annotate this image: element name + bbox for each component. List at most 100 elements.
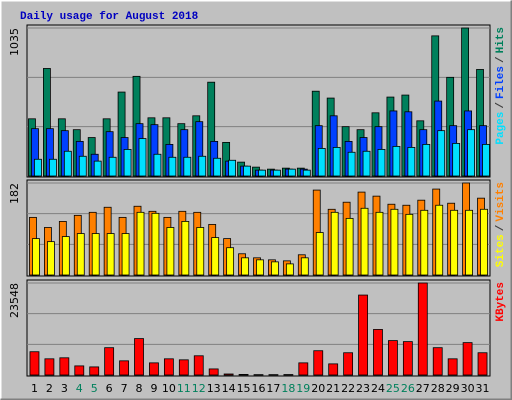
x-tick-label: 31 [476,382,490,395]
legend-entry: KBytes [495,282,507,322]
bar [330,211,339,276]
x-tick-label: 15 [237,382,251,395]
y-tick-label: 23548 [8,283,21,318]
x-tick-label: 30 [461,382,475,395]
x-tick-label: 2 [46,382,53,395]
bar [74,365,85,376]
bar [61,236,70,276]
bar [405,213,414,276]
bar [34,158,42,177]
bar [271,261,279,276]
bar [149,362,159,376]
legend-entry: Hits [495,27,507,53]
bar [358,294,368,376]
x-tick-label: 13 [207,382,221,395]
bar [432,347,443,376]
bar [480,208,488,276]
bar [420,209,429,276]
bar [390,208,399,276]
bar [375,211,384,276]
bar [328,363,339,376]
bar [136,211,145,276]
bar [313,350,324,376]
bar [347,151,356,177]
bar [477,352,488,376]
bar [407,147,416,177]
legend-entry: Sites [495,234,507,267]
bar [437,130,446,177]
x-tick-label: 27 [416,382,430,395]
bar [482,143,490,177]
x-tick-label: 8 [136,382,143,395]
x-tick-label: 19 [296,382,310,395]
bar [447,358,458,376]
bar [183,156,192,177]
x-tick-label: 1 [31,382,38,395]
bar [223,373,234,376]
bar [196,227,205,276]
legend-entry: Visits [495,182,507,222]
bar [104,347,115,376]
bar [198,155,207,177]
y-tick-label: 1035 [8,28,21,56]
bar [93,160,102,177]
bar [462,342,473,376]
bar [422,143,431,177]
bar [332,147,341,177]
x-tick-label: 21 [326,382,340,395]
bar [450,209,459,276]
bar [388,340,398,376]
bar [29,351,40,376]
bar [138,138,147,177]
bar [163,358,174,376]
x-tick-label: 20 [311,382,325,395]
x-tick-label: 11 [177,382,191,395]
bar [193,355,204,376]
x-tick-label: 12 [192,382,206,395]
x-tick-label: 6 [106,382,113,395]
bar [392,145,401,177]
legend: Sites / Visits [495,182,507,267]
bar [59,357,70,376]
x-tick-label: 18 [281,382,295,395]
bar [123,149,132,177]
bar [452,142,461,177]
chart-title: Daily usage for August 2018 [20,11,199,23]
bar [373,329,383,376]
x-tick-label: 16 [252,382,266,395]
bar [343,352,354,376]
bar [78,155,87,177]
bar [151,212,160,276]
legend-entry: Files [495,66,507,99]
bar [119,360,129,376]
legend-separator: / [495,56,507,63]
bar [168,156,177,177]
bar [178,359,189,376]
bar [287,168,296,177]
bar [63,150,72,177]
legend-separator: / [495,102,507,109]
bar [273,169,281,177]
bar [238,374,249,376]
bar [315,232,324,276]
bar [106,233,115,276]
bar [89,366,100,376]
bar [465,209,473,276]
bar [181,221,190,276]
bar [211,237,220,276]
x-tick-label: 7 [121,382,128,395]
x-tick-label: 3 [61,382,68,395]
bar [417,282,428,376]
bar [241,257,249,276]
x-tick-label: 22 [341,382,355,395]
bar [258,169,266,177]
bar [213,157,222,177]
bar [121,233,130,276]
bar [300,257,309,276]
x-tick-label: 4 [76,382,83,395]
legend: KBytes [495,282,507,322]
bar [377,149,386,177]
